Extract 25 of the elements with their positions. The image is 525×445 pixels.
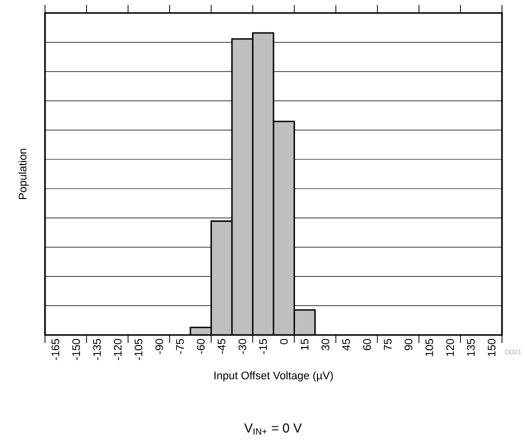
x-tick-label: 0 — [280, 338, 288, 344]
x-tick-label: 120 — [446, 338, 454, 356]
x-tick-label: 60 — [363, 338, 371, 350]
x-tick-label: -15 — [259, 338, 267, 354]
x-tick-label: 90 — [404, 338, 412, 350]
x-tick-label: -165 — [52, 338, 60, 360]
x-tick-label: -60 — [196, 338, 205, 354]
x-tick-label: -135 — [93, 338, 101, 360]
text: V$_{IN+}$ = 0 V — [244, 423, 302, 435]
x-tick-label: 75 — [384, 338, 392, 350]
x-tick-label: -90 — [155, 338, 164, 354]
x-tick-label: -105 — [134, 338, 142, 360]
x-tick-label: 150 — [488, 338, 496, 356]
x-tick-label: 135 — [466, 338, 475, 356]
x-tick-label: -75 — [176, 338, 184, 354]
x-tick-label: 45 — [342, 338, 350, 350]
x-tick-label: 30 — [322, 338, 330, 350]
x-tick-label: 105 — [425, 338, 434, 356]
x-tick-label: -150 — [72, 338, 80, 360]
x-tick-label: -30 — [238, 338, 246, 354]
y-axis-title: Population — [18, 148, 29, 199]
x-axis-title: Input Offset Voltage (µV) — [214, 371, 333, 382]
x-tick-label: -120 — [114, 338, 122, 360]
x-tick-label: -45 — [218, 338, 226, 354]
x-tick-label: 15 — [300, 338, 308, 350]
